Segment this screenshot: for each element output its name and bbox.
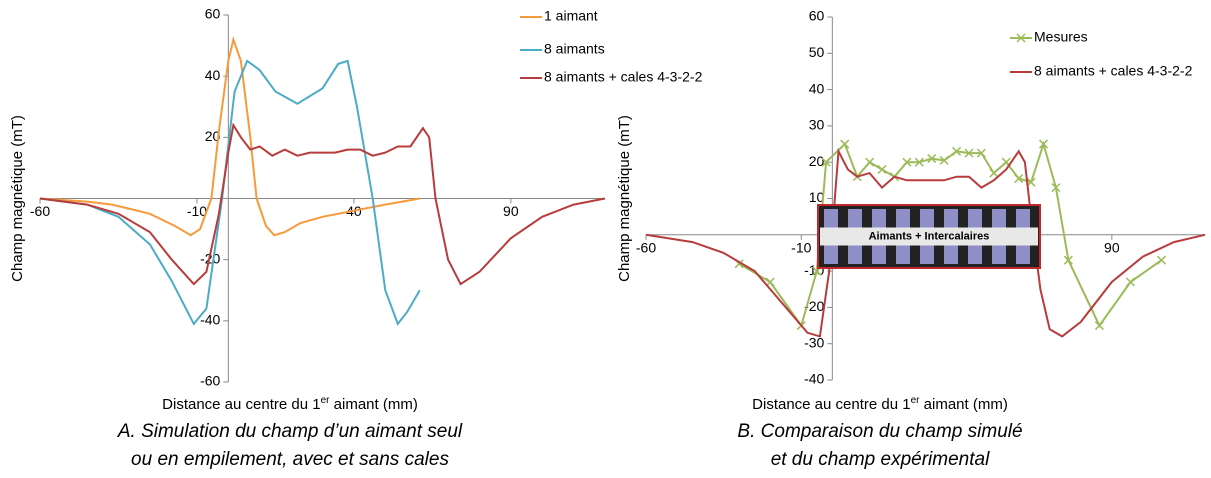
marker — [1051, 183, 1061, 193]
y-tick-label: 20 — [809, 153, 825, 169]
y-tick-label: 50 — [809, 44, 825, 60]
legend-label: 8 aimants + cales 4-3-2-2 — [544, 69, 703, 85]
x-title-sup: er — [321, 395, 331, 406]
x-title-main: Distance au centre du 1 — [752, 396, 910, 413]
marker — [1038, 139, 1049, 149]
chart: -40-30-20-100102030405060-60-104090Mesur… — [616, 8, 1206, 470]
y-tick-label: 30 — [809, 117, 825, 133]
x-title-main: Distance au centre du 1 — [162, 396, 320, 413]
x-tick-label: 90 — [1104, 240, 1120, 256]
x-tick-label: -10 — [187, 203, 207, 219]
series-line — [39, 59, 421, 326]
x-axis-title: Distance au centre du 1er aimant (mm) — [162, 395, 418, 413]
x-axis-title: Distance au centre du 1er aimant (mm) — [752, 395, 1008, 413]
inset-label: Aimants + Intercalaires — [869, 230, 990, 242]
x-tick-label: -60 — [636, 240, 656, 256]
x-tick-label: 90 — [503, 203, 519, 219]
y-axis-title: Champ magnétique (mT) — [9, 115, 26, 282]
caption: et du champ expérimental — [771, 449, 990, 470]
y-tick-label: 40 — [809, 80, 825, 96]
x-title-rest: aimant (mm) — [330, 396, 418, 413]
legend-label: 8 aimants + cales 4-3-2-2 — [1034, 63, 1193, 79]
marker — [914, 157, 924, 167]
x-title-rest: aimant (mm) — [920, 396, 1008, 413]
legend-label: 1 aimant — [544, 8, 598, 24]
x-tick-label: -60 — [30, 203, 50, 219]
inset-image: Aimants + Intercalaires — [817, 204, 1041, 269]
marker — [1125, 277, 1136, 287]
series-line — [645, 147, 1206, 338]
y-tick-label: 20 — [205, 128, 221, 144]
marker — [964, 148, 974, 158]
y-tick-label: 60 — [205, 6, 221, 22]
y-tick-label: -60 — [200, 373, 220, 389]
y-tick-label: 40 — [205, 67, 221, 83]
marker — [902, 157, 912, 167]
marker — [865, 157, 875, 167]
inset-band — [820, 227, 1038, 246]
caption: B. Comparaison du champ simulé — [737, 421, 1022, 442]
y-tick-label: 60 — [809, 8, 825, 24]
marker — [927, 154, 937, 164]
series-line — [39, 122, 606, 286]
legend-label: 8 aimants — [544, 41, 605, 57]
series-line — [39, 35, 420, 237]
caption: ou en empilement, avec et sans cales — [131, 449, 449, 470]
x-tick-label: -10 — [791, 240, 811, 256]
y-axis-title: Champ magnétique (mT) — [616, 115, 633, 282]
marker — [1156, 255, 1167, 265]
y-tick-label: -20 — [804, 298, 824, 314]
marker — [877, 164, 887, 174]
y-tick-label: -40 — [804, 371, 824, 387]
y-tick-label: -40 — [200, 312, 220, 328]
marker — [1094, 321, 1104, 331]
marker — [840, 139, 850, 149]
caption: A. Simulation du champ d’un aimant seul — [117, 421, 463, 442]
y-tick-label: 10 — [809, 189, 825, 205]
y-tick-label: -30 — [804, 334, 824, 350]
legend-label: Mesures — [1034, 29, 1088, 45]
marker — [952, 146, 962, 156]
marker — [1063, 255, 1073, 265]
marker — [989, 168, 999, 178]
marker — [939, 155, 949, 165]
legend-marker — [1016, 33, 1026, 43]
marker — [1014, 174, 1024, 184]
marker — [976, 148, 986, 158]
marker — [821, 157, 831, 167]
x-title-sup: er — [911, 395, 921, 406]
